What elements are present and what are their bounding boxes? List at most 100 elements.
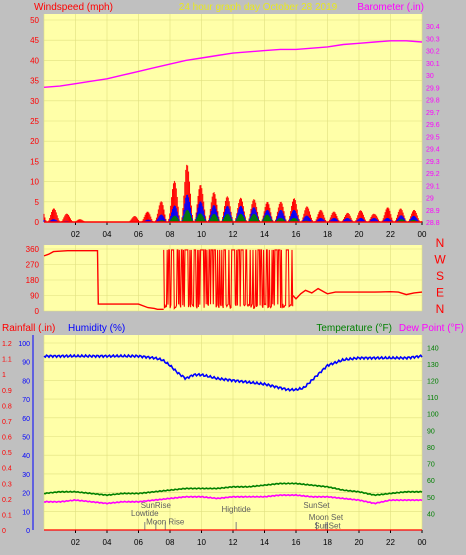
windspeed-tick-label: 25 xyxy=(30,117,39,126)
rainfall-tick-label: 0.5 xyxy=(2,450,12,457)
x-tick-label: 16 xyxy=(292,230,301,239)
direction-tick-label: 180 xyxy=(26,276,40,285)
rain-ticks: 0 0.1 0.2 0.3 0.4 0.5 0.6 0.7 0.8 0.9 1 1.1 1.2 xyxy=(2,341,12,535)
x-tick-label: 20 xyxy=(355,230,364,239)
humidity-tick-label: 100 xyxy=(18,341,30,348)
temperature-tick-label: 60 xyxy=(427,478,435,485)
event-label: Hightide xyxy=(221,505,251,514)
rainfall-tick-label: 1.2 xyxy=(2,341,12,348)
wind-direction-oscillation xyxy=(163,249,294,310)
windspeed-tick-label: 30 xyxy=(30,97,39,106)
barometer-tick-label: 30.1 xyxy=(426,61,440,68)
barometer-tick-label: 30 xyxy=(426,73,434,80)
humidity-tick-label: 80 xyxy=(22,378,30,385)
humidity-tick-label: 30 xyxy=(22,472,30,479)
x-tick-label: 06 xyxy=(134,230,143,239)
wind-baro-panel: Windspeed (mph) 24 hour graph day Octobe… xyxy=(30,2,440,239)
humidity-tick-label: 20 xyxy=(22,491,30,498)
rainfall-tick-label: 1 xyxy=(2,372,6,379)
humidity-tick-label: 60 xyxy=(22,416,30,423)
x-tick-label: 02 xyxy=(71,538,80,547)
wind-direction-line xyxy=(43,250,164,310)
temperature-tick-label: 100 xyxy=(427,412,439,419)
rainfall-tick-label: 0.8 xyxy=(2,403,12,410)
direction-tick-label: 90 xyxy=(30,292,39,301)
x-tick-label: 02 xyxy=(71,230,80,239)
temperature-tick-label: 130 xyxy=(427,362,439,369)
direction-tick-label: 270 xyxy=(26,261,40,270)
dewpoint-line xyxy=(43,493,423,505)
barometer-tick-label: 30.3 xyxy=(426,36,440,43)
barometer-tick-label: 30.4 xyxy=(426,24,440,31)
temperature-tick-label: 90 xyxy=(427,428,435,435)
wind-grid xyxy=(43,14,423,223)
x-tick-label: 22 xyxy=(386,230,395,239)
event-label: Lowtide xyxy=(131,509,159,518)
rainfall-tick-label: 0.7 xyxy=(2,419,12,426)
windspeed-tick-label: 45 xyxy=(30,36,39,45)
rainfall-axis-label: Rainfall (.in) xyxy=(2,323,55,334)
x-tick-label: 18 xyxy=(323,538,332,547)
rainfall-tick-label: 0.9 xyxy=(2,388,12,395)
temperature-tick-label: 140 xyxy=(427,345,439,352)
x-tick-label: 00 xyxy=(418,230,427,239)
windspeed-tick-label: 40 xyxy=(30,56,39,65)
wind-left-ticks: 0 5 10 15 20 25 30 35 40 45 50 xyxy=(30,16,39,227)
barometer-tick-label: 29.2 xyxy=(426,171,440,178)
baro-right-ticks: 28.8 28.9 29 29.1 29.2 29.3 29.4 29.5 29.6 29.7 29… xyxy=(426,24,440,227)
barometer-tick-label: 28.9 xyxy=(426,208,440,215)
x-tick-label: 10 xyxy=(197,538,206,547)
humidity-ticks: 0 10 20 30 40 50 60 70 80 90 100 xyxy=(18,335,34,535)
event-label: SunRise xyxy=(141,501,172,510)
barometer-tick-label: 29.9 xyxy=(426,85,440,92)
event-label: SunSet xyxy=(314,521,341,530)
compass-letter: S xyxy=(436,269,444,283)
direction-tick-label: 360 xyxy=(26,245,40,254)
windspeed-tick-label: 50 xyxy=(30,16,39,25)
direction-left-ticks: 0 90 180 270 360 xyxy=(26,245,40,316)
x-tick-label: 08 xyxy=(166,230,175,239)
barometer-axis-label: Barometer (.in) xyxy=(357,2,424,13)
temperature-tick-label: 80 xyxy=(427,445,435,452)
x-tick-label: 16 xyxy=(292,538,301,547)
barometer-tick-label: 29 xyxy=(426,196,434,203)
barometer-tick-label: 29.8 xyxy=(426,98,440,105)
compass-letter: W xyxy=(434,253,446,267)
humidity-tick-label: 10 xyxy=(22,509,30,516)
direction-tick-label: 0 xyxy=(35,307,40,316)
barometer-tick-label: 29.5 xyxy=(426,134,440,141)
rainfall-tick-label: 1.1 xyxy=(2,357,12,364)
windspeed-tick-label: 15 xyxy=(30,157,39,166)
climate-series xyxy=(43,353,423,531)
x-tick-label: 04 xyxy=(103,538,112,547)
barometer-tick-label: 29.3 xyxy=(426,159,440,166)
x-tick-label: 14 xyxy=(260,230,269,239)
temperature-axis-label: Temperature (°F) xyxy=(316,323,392,334)
x-tick-label: 20 xyxy=(355,538,364,547)
x-tick-label: 04 xyxy=(103,230,112,239)
x-tick-label: 22 xyxy=(386,538,395,547)
chart-title: 24 hour graph day October 28 2019 xyxy=(179,2,338,13)
x-tick-label: 10 xyxy=(197,230,206,239)
compass-letter: E xyxy=(436,286,444,300)
temperature-tick-label: 70 xyxy=(427,462,435,469)
climate-panel: Rainfall (.in) Humidity (%) Temperature … xyxy=(2,323,464,547)
rainfall-tick-label: 0.2 xyxy=(2,497,12,504)
event-label: SunSet xyxy=(303,501,330,510)
rainfall-tick-label: 0 xyxy=(2,528,6,535)
temperature-tick-label: 120 xyxy=(427,379,439,386)
event-label: Moon Set xyxy=(309,513,344,522)
wind-direction-tail xyxy=(292,287,423,300)
wind-baro-series xyxy=(43,40,423,223)
rainfall-tick-label: 0.4 xyxy=(2,466,12,473)
barometer-tick-label: 29.1 xyxy=(426,183,440,190)
wind-x-ticks: 02 04 06 08 10 12 14 16 18 20 22 00 xyxy=(71,222,427,239)
x-tick-label: 14 xyxy=(260,538,269,547)
x-tick-label: 00 xyxy=(418,538,427,547)
dewpoint-axis-label: Dew Point (°F) xyxy=(399,323,464,334)
humidity-tick-label: 70 xyxy=(22,397,30,404)
